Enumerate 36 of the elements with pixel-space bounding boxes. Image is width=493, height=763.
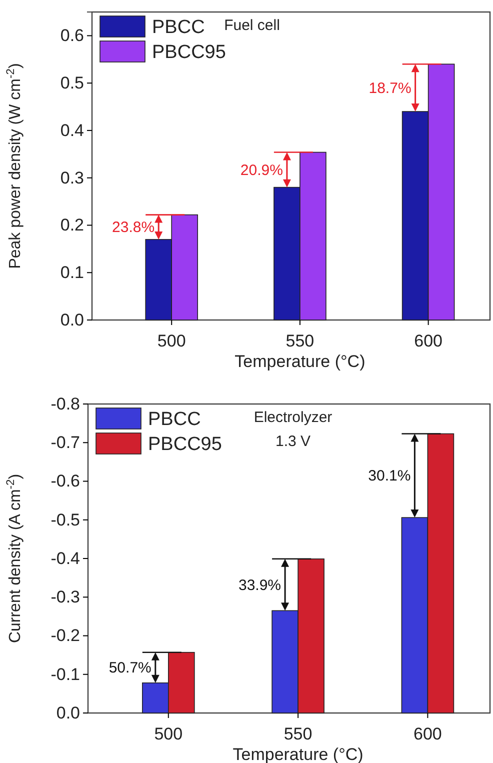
y-tick-label: -0.2 (50, 626, 80, 646)
y-tick-label: -0.8 (50, 394, 80, 414)
legend-label: PBCC (152, 17, 205, 38)
y-tick-label: 0.0 (60, 310, 84, 330)
x-tick-label: 500 (154, 724, 183, 744)
annotation: Electrolyzer (254, 409, 332, 426)
y-tick-label: -0.5 (50, 510, 80, 530)
legend-label: PBCC (148, 409, 201, 430)
annotation: 30.1% (368, 468, 411, 485)
y-tick-label: 0.5 (60, 74, 84, 93)
x-axis-title: Temperature (°C) (234, 352, 366, 371)
annotation: 20.9% (240, 162, 283, 179)
legend-label: PBCC95 (152, 42, 226, 63)
annotation: 50.7% (108, 660, 152, 677)
y-tick-label: -0.1 (50, 664, 80, 684)
annotation: 18.7% (368, 80, 412, 97)
x-tick-label: 550 (286, 332, 314, 351)
y-tick-label: -0.6 (50, 472, 80, 491)
y-tick-label: 0.3 (60, 168, 84, 188)
annotation: 1.3 V (275, 433, 311, 450)
y-tick-label: 0.6 (60, 26, 84, 46)
annotation: Fuel cell (224, 17, 280, 34)
y-tick-label: -0.3 (50, 588, 80, 607)
x-tick-label: 600 (414, 332, 442, 351)
y-tick-label: -0.4 (50, 548, 80, 568)
y-tick-label: 0.0 (56, 703, 80, 722)
x-tick-label: 600 (414, 724, 442, 744)
annotation: 23.8% (112, 219, 155, 236)
annotation: 33.9% (238, 576, 282, 594)
y-tick-label: 0.4 (60, 120, 84, 140)
x-tick-label: 550 (284, 724, 312, 744)
x-tick-label: 500 (157, 332, 186, 351)
legend-label: PBCC95 (148, 434, 222, 455)
y-tick-label: 0.2 (60, 216, 84, 235)
y-tick-label: -0.7 (50, 433, 80, 452)
y-tick-label: 0.1 (60, 263, 84, 282)
